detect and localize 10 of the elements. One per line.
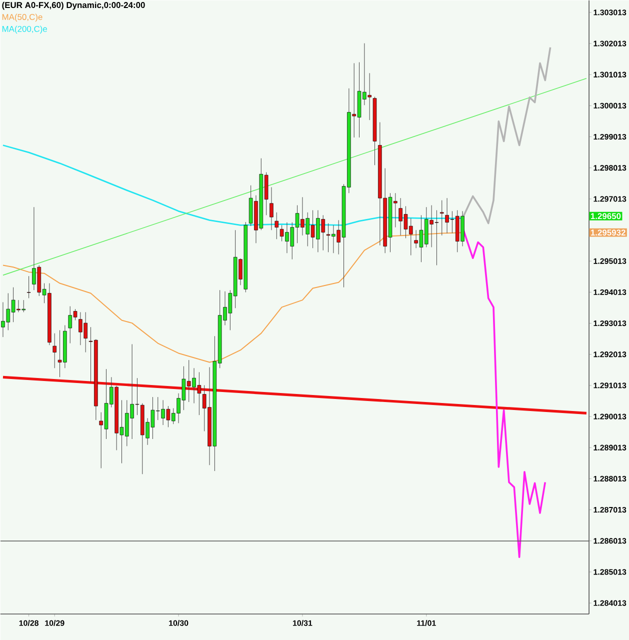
candlestick: [274, 212, 279, 240]
text: 1.295932: [590, 230, 626, 236]
text: MA(50,C)e: [2, 14, 42, 22]
candlestick: [440, 200, 444, 236]
text: MA(200,C)e: [2, 26, 48, 34]
candlestick: [52, 333, 56, 368]
chart-title: (EUR A0-FX,60) Dynamic,0:00-24:00: [2, 2, 145, 10]
candlestick: [26, 276, 31, 298]
text: 1.29650: [590, 213, 621, 220]
candlestick: [270, 186, 274, 230]
